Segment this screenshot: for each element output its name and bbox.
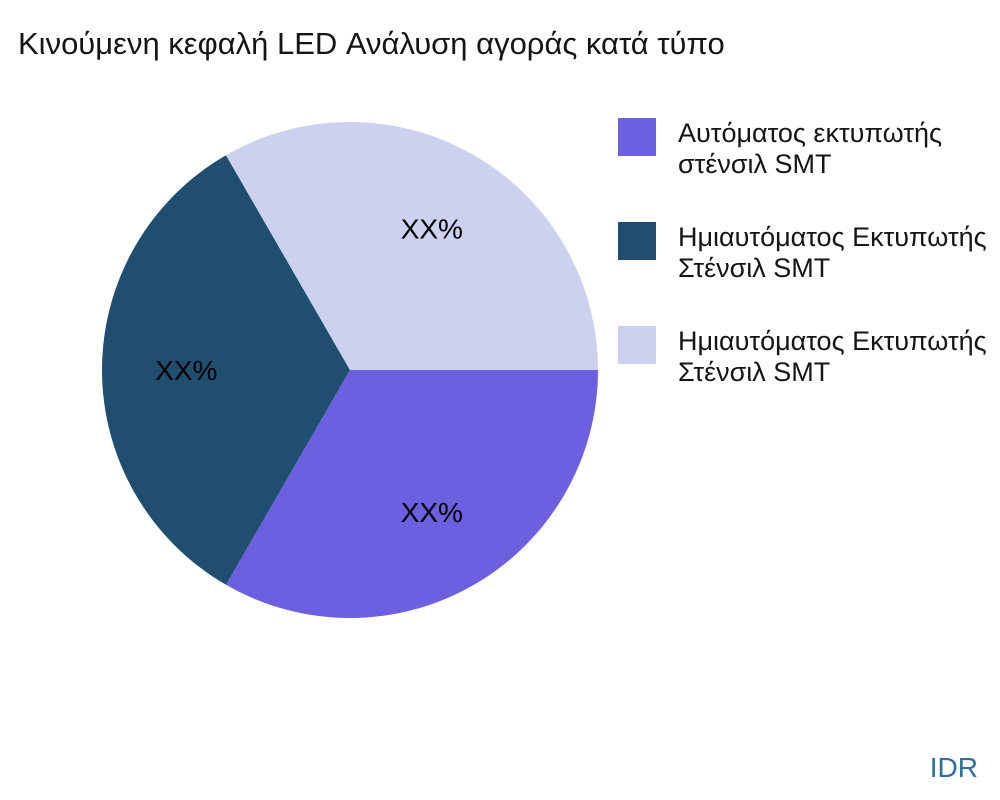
legend-swatch — [618, 222, 656, 260]
legend-label-line1: Αυτόματος εκτυπωτής — [678, 118, 943, 148]
legend: Αυτόματος εκτυπωτής στένσιλ SMT Ημιαυτόμ… — [618, 118, 987, 388]
legend-label-line2: στένσιλ SMT — [678, 149, 832, 179]
legend-label: Ημιαυτόματος Εκτυπωτής Στένσιλ SMT — [678, 222, 987, 284]
legend-label-line1: Ημιαυτόματος Εκτυπωτής — [678, 222, 987, 252]
legend-swatch-rect — [618, 326, 656, 364]
legend-item: Αυτόματος εκτυπωτής στένσιλ SMT — [618, 118, 987, 180]
pie-svg: XX% XX% XX% — [102, 122, 598, 618]
pie-slice — [226, 370, 598, 618]
slice-label: XX% — [401, 213, 463, 244]
pie-slice — [102, 155, 350, 585]
slice-label: XX% — [401, 497, 463, 528]
slice-label: XX% — [155, 355, 217, 386]
legend-swatch — [618, 326, 656, 364]
legend-label: Ημιαυτόματος Εκτυπωτής Στένσιλ SMT — [678, 326, 987, 388]
legend-label: Αυτόματος εκτυπωτής στένσιλ SMT — [678, 118, 942, 180]
legend-item: Ημιαυτόματος Εκτυπωτής Στένσιλ SMT — [618, 222, 987, 284]
watermark-text: IDR — [929, 752, 978, 783]
legend-label-line2: Στένσιλ SMT — [678, 253, 831, 283]
legend-swatch — [618, 118, 656, 156]
legend-swatch-rect — [618, 222, 656, 260]
legend-label-line1: Ημιαυτόματος Εκτυπωτής — [678, 326, 987, 356]
legend-swatch-rect — [618, 118, 656, 156]
chart-title: Κινούμενη κεφαλή LED Ανάλυση αγοράς κατά… — [18, 26, 725, 61]
pie-chart: XX% XX% XX% — [100, 120, 600, 620]
pie-slice — [226, 122, 598, 370]
legend-item: Ημιαυτόματος Εκτυπωτής Στένσιλ SMT — [618, 326, 987, 388]
legend-label-line2: Στένσιλ SMT — [678, 357, 831, 387]
